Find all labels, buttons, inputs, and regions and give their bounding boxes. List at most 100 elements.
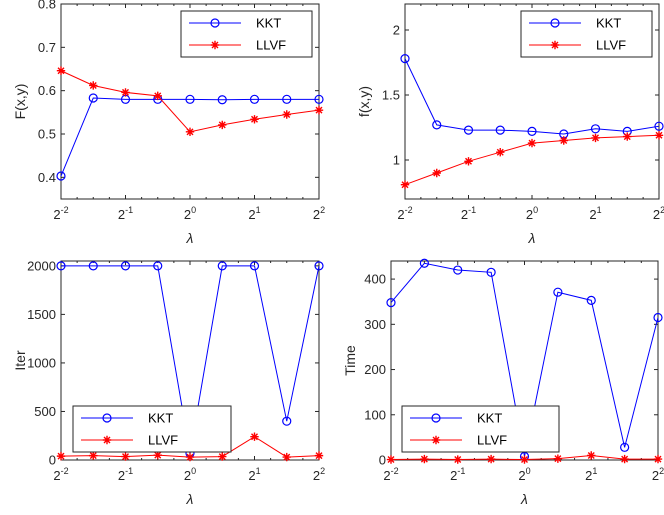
series-kkt (400, 53, 664, 139)
data-point-kkt (56, 261, 66, 271)
data-point-llvf (121, 452, 130, 461)
legend-box (180, 10, 313, 58)
data-point-llvf (56, 66, 66, 75)
y-axis-title: f(x,y) (356, 86, 372, 117)
data-point-kkt (653, 312, 663, 323)
data-point-kkt (314, 261, 324, 271)
x-tick-label: 21 (248, 466, 260, 483)
legend-box (520, 10, 653, 58)
data-point-llvf (314, 105, 324, 115)
x-tick-label: 20 (518, 466, 530, 483)
data-point-llvf (218, 120, 227, 130)
data-point-llvf (432, 168, 441, 178)
x-tick-label: 22 (652, 466, 664, 483)
series-llvf (400, 131, 664, 189)
data-point-llvf (218, 452, 227, 461)
data-point-llvf (620, 454, 629, 464)
data-point-llvf (496, 148, 505, 157)
x-tick-label: 20 (526, 205, 538, 222)
legend-label-kkt: KKT (256, 16, 281, 31)
y-tick-label: 0 (379, 453, 386, 468)
data-point-llvf (250, 115, 259, 124)
series-line-llvf (60, 70, 320, 133)
series-llvf (56, 66, 324, 137)
data-point-kkt (386, 298, 396, 308)
data-point-kkt (553, 287, 563, 297)
data-point-kkt (88, 261, 98, 271)
data-point-kkt (419, 258, 429, 268)
data-point-kkt (249, 94, 260, 104)
data-point-kkt (463, 125, 474, 135)
legend-marker-llvf (210, 40, 220, 50)
chart-panel-4: 2-2 2-1 20 21 22 0 100 200 300 400 λ Time KKT LLVF (342, 258, 664, 507)
data-point-kkt (527, 126, 537, 136)
chart-panel-3: 2-2 2-1 20 21 22 0 500 1000 1500 2000 λ Iter KKT LLVF (12, 258, 325, 507)
x-axis-title: λ (186, 230, 194, 246)
legend-box (72, 405, 232, 453)
series-kkt (56, 93, 324, 181)
data-point-kkt (586, 295, 596, 305)
data-point-llvf (153, 91, 162, 101)
data-point-kkt (654, 121, 664, 131)
legend-marker-llvf (550, 40, 560, 50)
data-point-kkt (282, 94, 292, 104)
data-point-llvf (653, 454, 663, 464)
x-tick-label: 20 (184, 466, 196, 483)
data-point-llvf (486, 454, 496, 464)
y-tick-label: 2 (393, 23, 400, 38)
x-tick-label: 20 (184, 205, 196, 222)
data-point-kkt (620, 442, 630, 452)
legend: KKT LLVF (401, 405, 560, 453)
legend-label-llvf: LLVF (477, 433, 507, 448)
data-point-kkt (495, 125, 505, 135)
series-line-kkt (404, 58, 660, 135)
y-tick-label: 0.7 (38, 40, 56, 55)
data-point-kkt (120, 261, 131, 271)
data-point-kkt (88, 93, 98, 103)
x-tick-label: 22 (653, 205, 664, 222)
legend: KKT LLVF (180, 10, 313, 58)
y-tick-label: 0.8 (38, 0, 56, 12)
data-point-llvf (559, 136, 568, 145)
y-tick-label: 200 (364, 362, 386, 377)
data-point-llvf (282, 110, 291, 119)
x-axis-title: λ (528, 230, 536, 246)
data-point-llvf (314, 451, 324, 460)
data-point-llvf (400, 180, 410, 189)
data-point-llvf (527, 138, 537, 148)
x-tick-label: 21 (585, 466, 597, 483)
data-point-kkt (56, 171, 66, 181)
x-tick-label: 2-2 (53, 466, 68, 483)
data-point-llvf (623, 132, 632, 141)
y-axis-title: Time (342, 345, 358, 376)
x-tick-label: 22 (313, 466, 325, 483)
data-point-llvf (185, 127, 195, 137)
data-point-kkt (400, 53, 410, 64)
data-point-kkt (153, 261, 163, 271)
data-point-kkt (432, 120, 442, 130)
data-point-llvf (250, 432, 259, 441)
y-tick-label: 0.4 (38, 170, 56, 185)
x-tick-label: 2-2 (53, 205, 68, 222)
legend: KKT LLVF (72, 405, 232, 453)
data-point-llvf (89, 81, 98, 90)
data-point-kkt (249, 261, 260, 271)
y-tick-label: 1 (393, 153, 400, 168)
legend: KKT LLVF (520, 10, 653, 58)
data-point-llvf (654, 131, 664, 140)
legend-marker-llvf (102, 435, 112, 445)
data-point-kkt (282, 416, 292, 426)
data-point-kkt (486, 267, 496, 277)
data-point-kkt (590, 124, 601, 134)
legend-marker-llvf (431, 435, 441, 445)
legend-box (401, 405, 560, 453)
x-tick-label: 2-2 (397, 205, 412, 222)
data-point-llvf (153, 450, 162, 460)
x-tick-label: 2-1 (118, 205, 133, 222)
data-point-llvf (121, 88, 130, 97)
y-tick-label: 0.5 (38, 127, 56, 142)
data-point-llvf (453, 455, 462, 464)
x-axis-title: λ (186, 491, 194, 507)
data-point-kkt (453, 265, 463, 275)
